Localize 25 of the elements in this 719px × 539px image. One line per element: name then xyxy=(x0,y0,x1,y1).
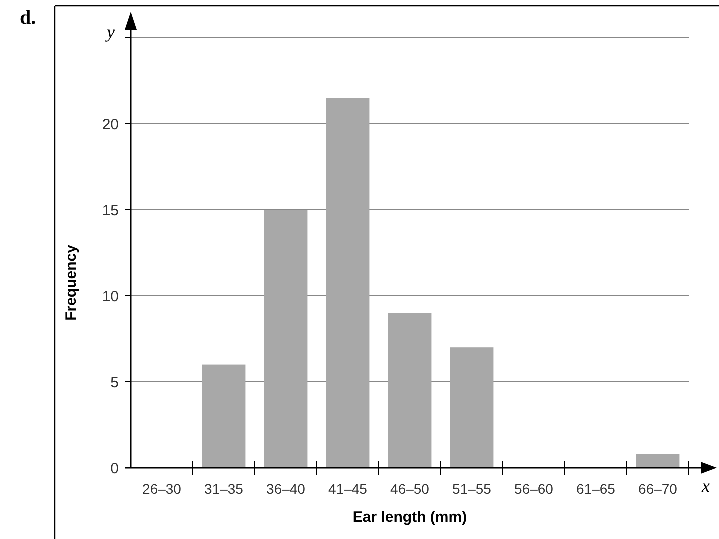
x-tick-label: 36–40 xyxy=(266,481,306,497)
bar xyxy=(636,454,680,468)
x-tick-label: 56–60 xyxy=(514,481,554,497)
x-tick-label: 66–70 xyxy=(638,481,678,497)
y-tick-label: 15 xyxy=(102,202,119,220)
x-tick-label: 41–45 xyxy=(328,481,368,497)
y-tick-label: 10 xyxy=(102,288,119,306)
bar xyxy=(388,313,432,468)
x-tick-label: 61–65 xyxy=(576,481,616,497)
x-tick-label: 26–30 xyxy=(142,481,182,497)
y-tick-label: 20 xyxy=(102,116,119,134)
bar xyxy=(264,210,308,468)
x-axis-title: Ear length (mm) xyxy=(352,509,468,526)
y-tick-label: 0 xyxy=(110,460,119,478)
bar xyxy=(202,364,246,468)
bar xyxy=(326,98,370,468)
x-tick-label: 51–55 xyxy=(452,481,492,497)
bar xyxy=(450,348,494,468)
x-tick-label: 31–35 xyxy=(204,481,244,497)
text: x xyxy=(701,476,710,496)
y-tick-label: 5 xyxy=(110,374,119,392)
x-tick-label: 46–50 xyxy=(390,481,430,497)
text: y xyxy=(105,22,115,42)
y-axis-title: Frequency xyxy=(63,244,80,321)
text: d. xyxy=(20,7,36,29)
